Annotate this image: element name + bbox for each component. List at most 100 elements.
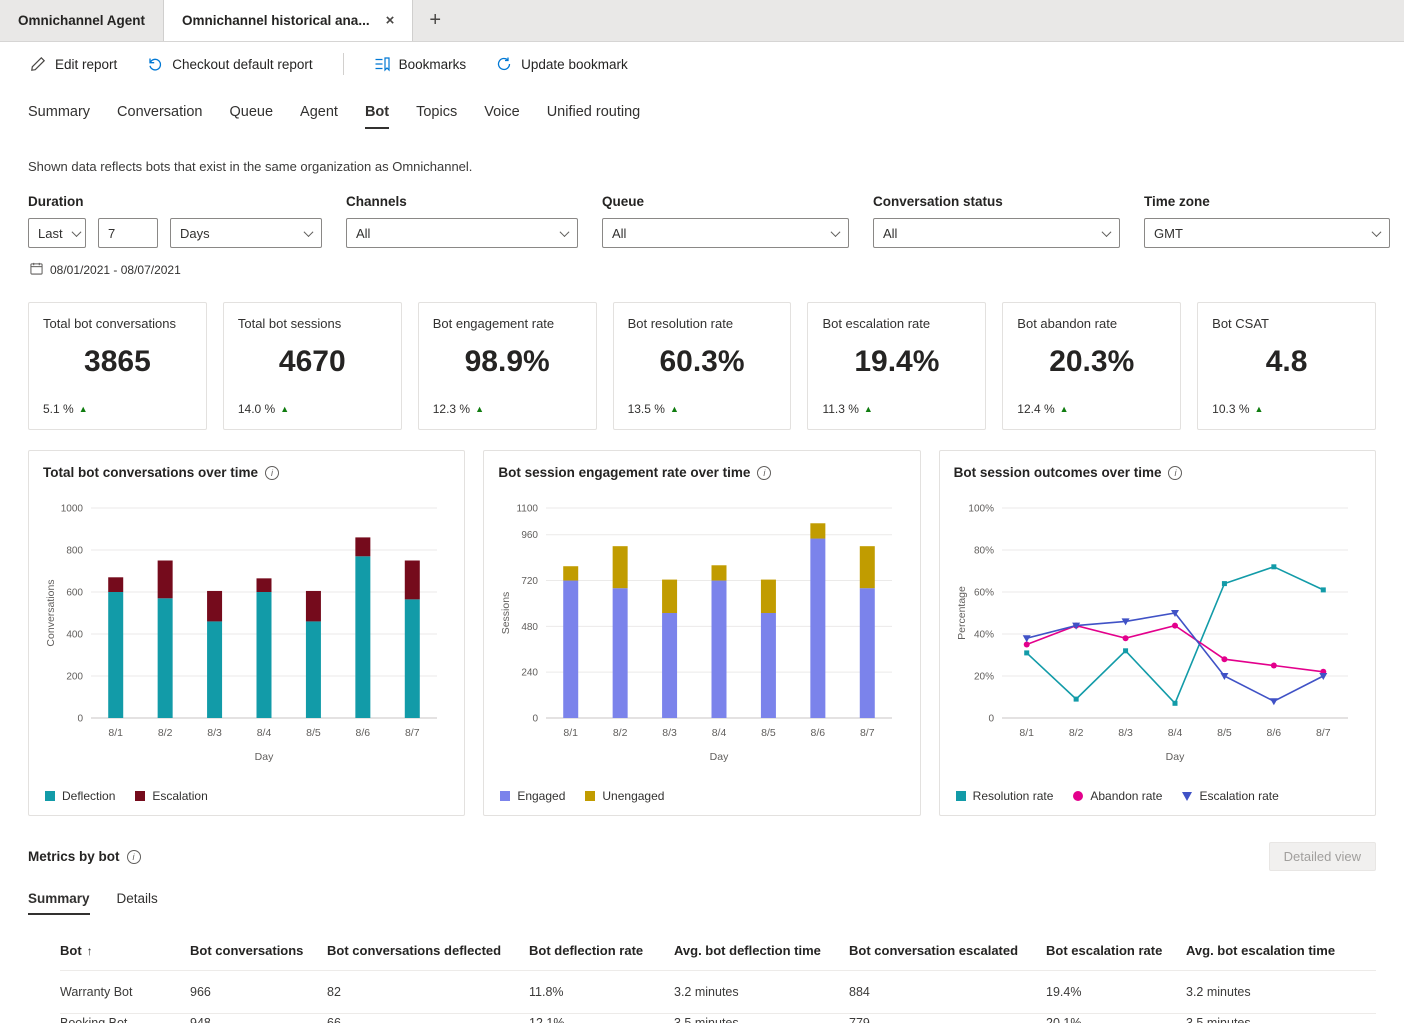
- svg-text:1000: 1000: [61, 504, 84, 515]
- svg-text:600: 600: [66, 588, 83, 599]
- metrics-by-bot-section: Metrics by bot i Detailed view Summary D…: [0, 816, 1404, 1023]
- edit-report-button[interactable]: Edit report: [30, 56, 117, 72]
- workspace-tab-bar: Omnichannel Agent Omnichannel historical…: [0, 0, 1404, 42]
- table-cell: 20.1%: [1046, 1016, 1082, 1023]
- column-header-bot[interactable]: Bot ↑: [60, 943, 93, 958]
- kpi-label: Bot CSAT: [1212, 316, 1269, 331]
- table-cell: 3.2 minutes: [674, 985, 739, 999]
- column-header-avg-bot-escalation-time[interactable]: Avg. bot escalation time: [1186, 943, 1336, 958]
- trend-up-icon: ▲: [1254, 403, 1264, 414]
- tab-omnichannel-historical[interactable]: Omnichannel historical ana... ×: [164, 0, 414, 41]
- svg-text:20%: 20%: [974, 672, 994, 683]
- detailed-view-button[interactable]: Detailed view: [1268, 842, 1376, 871]
- column-header-bot-escalation-rate[interactable]: Bot escalation rate: [1046, 943, 1163, 958]
- kpi-trend-value: 11.3 %: [822, 402, 859, 416]
- kpi-label: Bot escalation rate: [822, 316, 931, 331]
- bookmarks-icon: [374, 56, 390, 72]
- legend-item[interactable]: Engaged: [500, 789, 565, 803]
- tab-bot[interactable]: Bot: [364, 104, 390, 129]
- chart-title: Total bot conversations over time: [43, 465, 259, 480]
- legend-item[interactable]: Resolution rate: [955, 789, 1053, 803]
- metrics-table: Bot ↑ Bot conversations Bot conversations…: [28, 931, 1376, 1023]
- svg-text:1100: 1100: [517, 504, 539, 515]
- kpi-value: 4670: [278, 345, 346, 378]
- column-header-avg-bot-deflection-time[interactable]: Avg. bot deflection time: [674, 943, 821, 958]
- metrics-tab-details[interactable]: Details: [116, 891, 158, 906]
- legend-item[interactable]: Deflection: [45, 789, 115, 803]
- close-icon[interactable]: ×: [385, 12, 395, 29]
- column-header-bot-conversation-escalated[interactable]: Bot conversation escalated: [849, 943, 1019, 958]
- kpi-row: Total bot conversations 3865 5.1 % ▲ Tota…: [0, 278, 1404, 430]
- chart-panel-engagement: Bot session engagement rate over time i …: [483, 450, 921, 816]
- svg-text:Conversations: Conversations: [45, 579, 57, 646]
- kpi-total-bot-conversations: Total bot conversations 3865 5.1 % ▲: [28, 302, 207, 430]
- tab-topics[interactable]: Topics: [416, 104, 458, 120]
- tab-conversation[interactable]: Conversation: [117, 104, 203, 120]
- tab-title: Omnichannel Agent: [18, 13, 146, 28]
- duration-unit-value: Days: [180, 225, 210, 241]
- svg-text:8/2: 8/2: [613, 727, 628, 739]
- legend-item[interactable]: Unengaged: [585, 789, 664, 803]
- table-row: Warranty Bot 966 82 11.8% 3.2 minutes 88…: [60, 971, 1376, 1014]
- legend-swatch-square: [135, 791, 146, 801]
- column-header-bot-conversations-deflected[interactable]: Bot conversations deflected: [327, 943, 502, 958]
- chart-title: Bot session engagement rate over time: [498, 465, 751, 480]
- tab-unified-routing[interactable]: Unified routing: [546, 104, 641, 120]
- column-header-bot-deflection-rate[interactable]: Bot deflection rate: [529, 943, 644, 958]
- channels-dropdown[interactable]: All: [346, 218, 578, 248]
- duration-count-input[interactable]: [98, 218, 158, 248]
- channels-value: All: [356, 225, 371, 241]
- tab-queue[interactable]: Queue: [229, 104, 274, 120]
- tab-title: Omnichannel historical ana...: [182, 13, 370, 28]
- charts-row: Total bot conversations over time i 0 200…: [0, 430, 1404, 816]
- column-header-bot-conversations[interactable]: Bot conversations: [190, 943, 304, 958]
- legend-item[interactable]: Escalation rate: [1182, 789, 1279, 803]
- legend-item[interactable]: Escalation: [135, 789, 208, 803]
- svg-text:8/4: 8/4: [712, 727, 727, 739]
- checkout-default-report-button[interactable]: Checkout default report: [147, 56, 313, 72]
- kpi-bot-abandon-rate: Bot abandon rate 20.3% 12.4 % ▲: [1002, 302, 1182, 430]
- metrics-tab-summary[interactable]: Summary: [28, 891, 90, 915]
- table-header-row: Bot ↑ Bot conversations Bot conversations…: [60, 931, 1376, 971]
- svg-text:240: 240: [522, 668, 539, 679]
- svg-text:8/7: 8/7: [860, 727, 875, 739]
- info-icon[interactable]: i: [265, 465, 280, 480]
- kpi-bot-engagement-rate: Bot engagement rate 98.9% 12.3 % ▲: [417, 302, 597, 430]
- kpi-trend-value: 10.3 %: [1212, 402, 1250, 416]
- info-icon[interactable]: i: [757, 465, 772, 480]
- svg-text:8/5: 8/5: [306, 727, 321, 739]
- table-cell: 3.5 minutes: [1186, 1016, 1251, 1023]
- timezone-dropdown[interactable]: GMT: [1144, 218, 1390, 248]
- kpi-label: Bot abandon rate: [1017, 316, 1118, 331]
- queue-dropdown[interactable]: All: [602, 218, 849, 248]
- tab-summary[interactable]: Summary: [28, 104, 91, 120]
- outcomes-chart-svg: 0 20% 40% 60% 80% 100% 8/1 8/2 8/3 8/4 8/5 8/6 8/7 Da…: [956, 504, 1348, 763]
- channels-filter: Channels All: [346, 194, 578, 248]
- duration-mode-dropdown[interactable]: Last: [28, 218, 86, 248]
- conversations-chart-svg: 0 200 400 600 800 1000 8/1 8/2 8/3 8/4 8/5 8/6 8/7 Da…: [45, 504, 437, 763]
- duration-unit-dropdown[interactable]: Days: [170, 218, 322, 248]
- bookmarks-button[interactable]: Bookmarks: [374, 56, 466, 72]
- table-cell: 82: [327, 985, 341, 999]
- command-toolbar: Edit report Checkout default report Book…: [0, 42, 1404, 86]
- conversation-status-dropdown[interactable]: All: [873, 218, 1120, 248]
- legend-swatch-square: [955, 791, 966, 801]
- svg-text:200: 200: [66, 672, 83, 683]
- plus-icon: +: [429, 9, 442, 31]
- tab-omnichannel-agent[interactable]: Omnichannel Agent: [0, 0, 165, 41]
- timezone-value: GMT: [1154, 225, 1183, 241]
- tab-agent[interactable]: Agent: [300, 104, 338, 120]
- new-tab-button[interactable]: +: [413, 0, 457, 41]
- svg-text:8/6: 8/6: [356, 727, 371, 739]
- table-cell: 966: [190, 985, 211, 999]
- legend-item[interactable]: Abandon rate: [1073, 789, 1162, 803]
- info-icon[interactable]: i: [126, 849, 141, 864]
- legend-label: Unengaged: [602, 789, 665, 803]
- update-bookmark-button[interactable]: Update bookmark: [496, 56, 628, 72]
- trend-up-icon: ▲: [669, 403, 679, 414]
- conversations-chart: 0 200 400 600 800 1000 8/1 8/2 8/3 8/4 8/5 8/6 8/7 Da…: [43, 496, 450, 771]
- filter-bar: Duration Last Days Channels All Queue Al…: [0, 174, 1404, 248]
- chevron-down-icon: [71, 226, 82, 237]
- info-icon[interactable]: i: [1168, 465, 1183, 480]
- tab-voice[interactable]: Voice: [484, 104, 520, 120]
